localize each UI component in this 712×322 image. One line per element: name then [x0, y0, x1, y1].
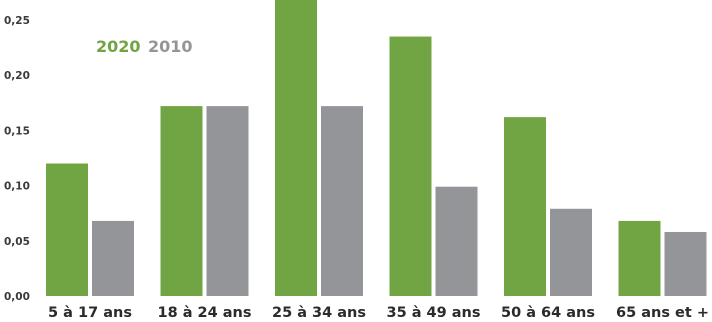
x-tick-label: 18 à 24 ans — [157, 305, 251, 321]
bar-2020 — [275, 0, 317, 296]
y-tick-label: 0,25 — [4, 15, 30, 27]
y-tick-label: 0,15 — [4, 125, 30, 137]
y-tick-label: 0,10 — [4, 181, 30, 193]
bar-2020 — [160, 106, 203, 296]
x-tick-label: 35 à 49 ans — [386, 305, 480, 321]
bar-2010 — [321, 106, 363, 296]
bar-2010 — [206, 106, 249, 296]
bar-2010 — [435, 186, 478, 296]
bars — [46, 0, 707, 297]
bar-2010 — [664, 231, 707, 296]
y-tick-label: 0,20 — [4, 70, 30, 82]
bar-2010 — [92, 220, 134, 296]
legend: 2020 2010 — [96, 37, 193, 56]
legend-entry-2010: 2010 — [148, 37, 193, 56]
x-tick-label: 5 à 17 ans — [48, 305, 132, 321]
x-axis: 5 à 17 ans 18 à 24 ans 25 à 34 ans 35 à 49 … — [48, 305, 709, 321]
y-tick-label: 0,05 — [4, 236, 30, 248]
bar-2020 — [46, 163, 88, 296]
y-tick-label: 0,00 — [4, 291, 30, 303]
bar-2020 — [618, 220, 661, 296]
bar-2020 — [389, 36, 432, 297]
legend-entry-2020: 2020 — [96, 37, 141, 56]
x-tick-label: 25 à 34 ans — [272, 305, 366, 321]
bar-2010 — [550, 208, 592, 296]
bar-2020 — [504, 117, 546, 296]
y-axis: 0,00 0,05 0,10 0,15 0,20 0,25 — [4, 15, 30, 303]
x-tick-label: 65 ans et + — [616, 305, 709, 321]
x-tick-label: 50 à 64 ans — [501, 305, 595, 321]
